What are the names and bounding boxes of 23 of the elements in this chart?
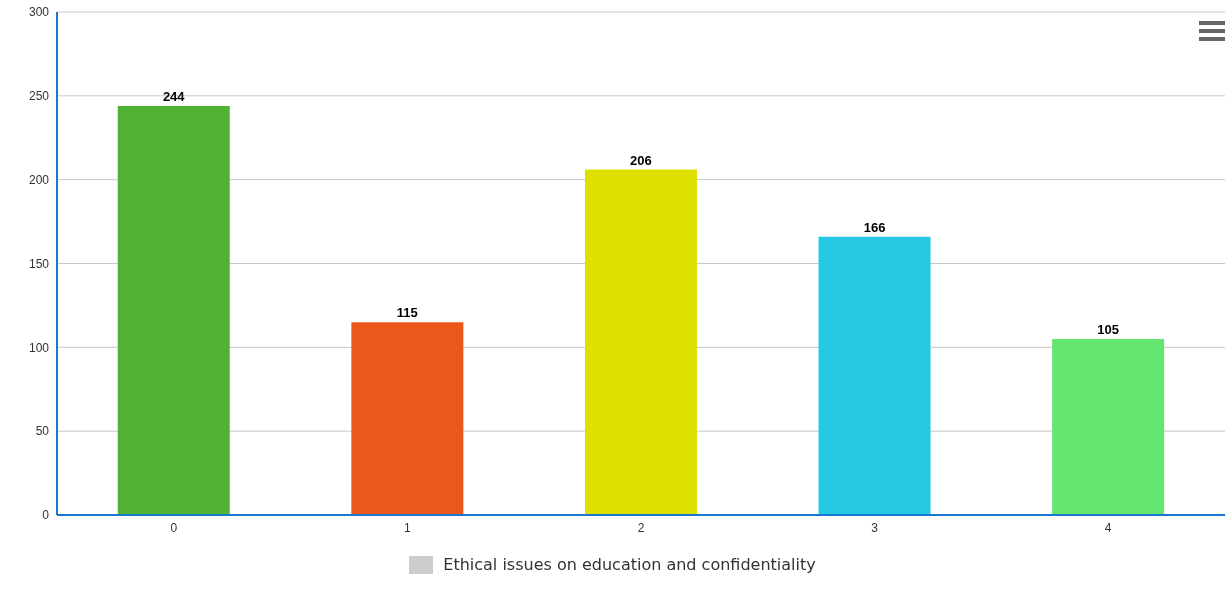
bar: [351, 322, 464, 515]
data-label: 115: [396, 305, 418, 321]
y-tick-label: 150: [28, 256, 50, 271]
x-tick-label: 3: [871, 520, 879, 535]
y-tick-label: 100: [28, 340, 50, 355]
y-tick-label: 0: [42, 508, 50, 523]
bar: [818, 236, 931, 515]
y-tick-label: 50: [35, 424, 50, 439]
text: Ethical issues on education and confidentiality: [443, 555, 816, 574]
data-label: 166: [863, 219, 886, 235]
bar: [117, 105, 230, 515]
bar: [584, 169, 697, 515]
x-tick-label: 0: [170, 520, 178, 535]
y-tick-label: 300: [28, 5, 50, 20]
data-label: 244: [162, 88, 186, 104]
data-label: 206: [630, 152, 652, 168]
data-label: 105: [1097, 321, 1119, 337]
bar: [1052, 338, 1165, 515]
y-tick-label: 200: [28, 172, 50, 187]
y-tick-label: 250: [28, 89, 50, 104]
x-tick-label: 2: [637, 520, 645, 535]
x-tick-label: 1: [404, 520, 412, 535]
x-tick-label: 4: [1104, 520, 1112, 535]
